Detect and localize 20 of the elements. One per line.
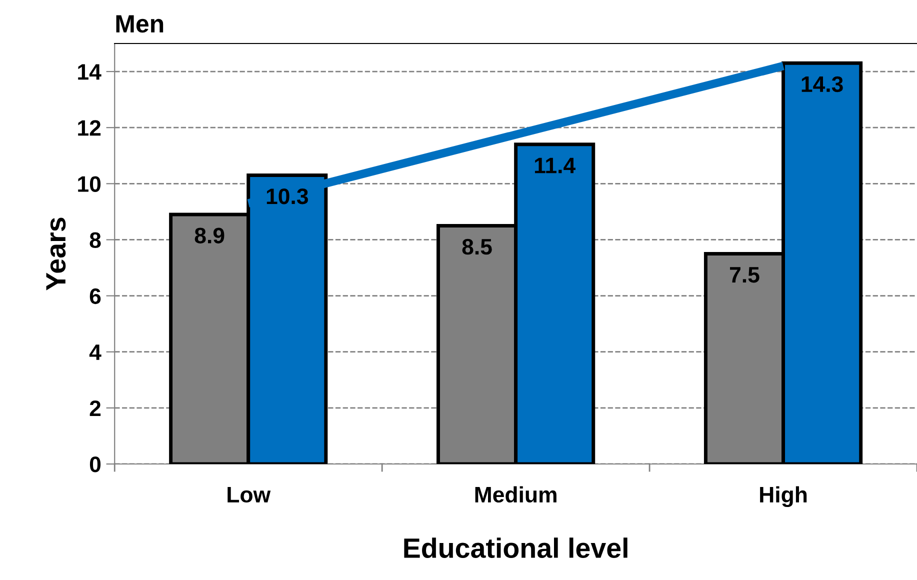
data-label: 7.5 [730, 267, 760, 283]
x-tick-label: Medium [475, 486, 556, 503]
y-tick-label: 2 [90, 400, 101, 416]
data-label: 11.4 [534, 158, 576, 174]
y-tick-label: 10 [78, 176, 101, 192]
y-tick-label: 0 [90, 456, 101, 472]
y-tick-label: 8 [90, 232, 101, 248]
x-tick-label: Low [228, 487, 271, 503]
x-tick-label: High [760, 486, 807, 508]
data-label: 8.5 [462, 238, 492, 255]
y-tick-label: 4 [89, 344, 102, 360]
y-tick-label: 14 [78, 64, 102, 80]
data-label: 10.3 [266, 188, 308, 204]
x-axis-title: Educational level [404, 538, 628, 558]
y-tick-label: 6 [90, 288, 101, 304]
data-label: 14.3 [802, 76, 843, 92]
data-label: 8.9 [194, 228, 224, 244]
y-axis-title: Years [46, 218, 66, 290]
y-tick-label: 12 [78, 120, 101, 136]
chart-title: Men [116, 15, 164, 33]
